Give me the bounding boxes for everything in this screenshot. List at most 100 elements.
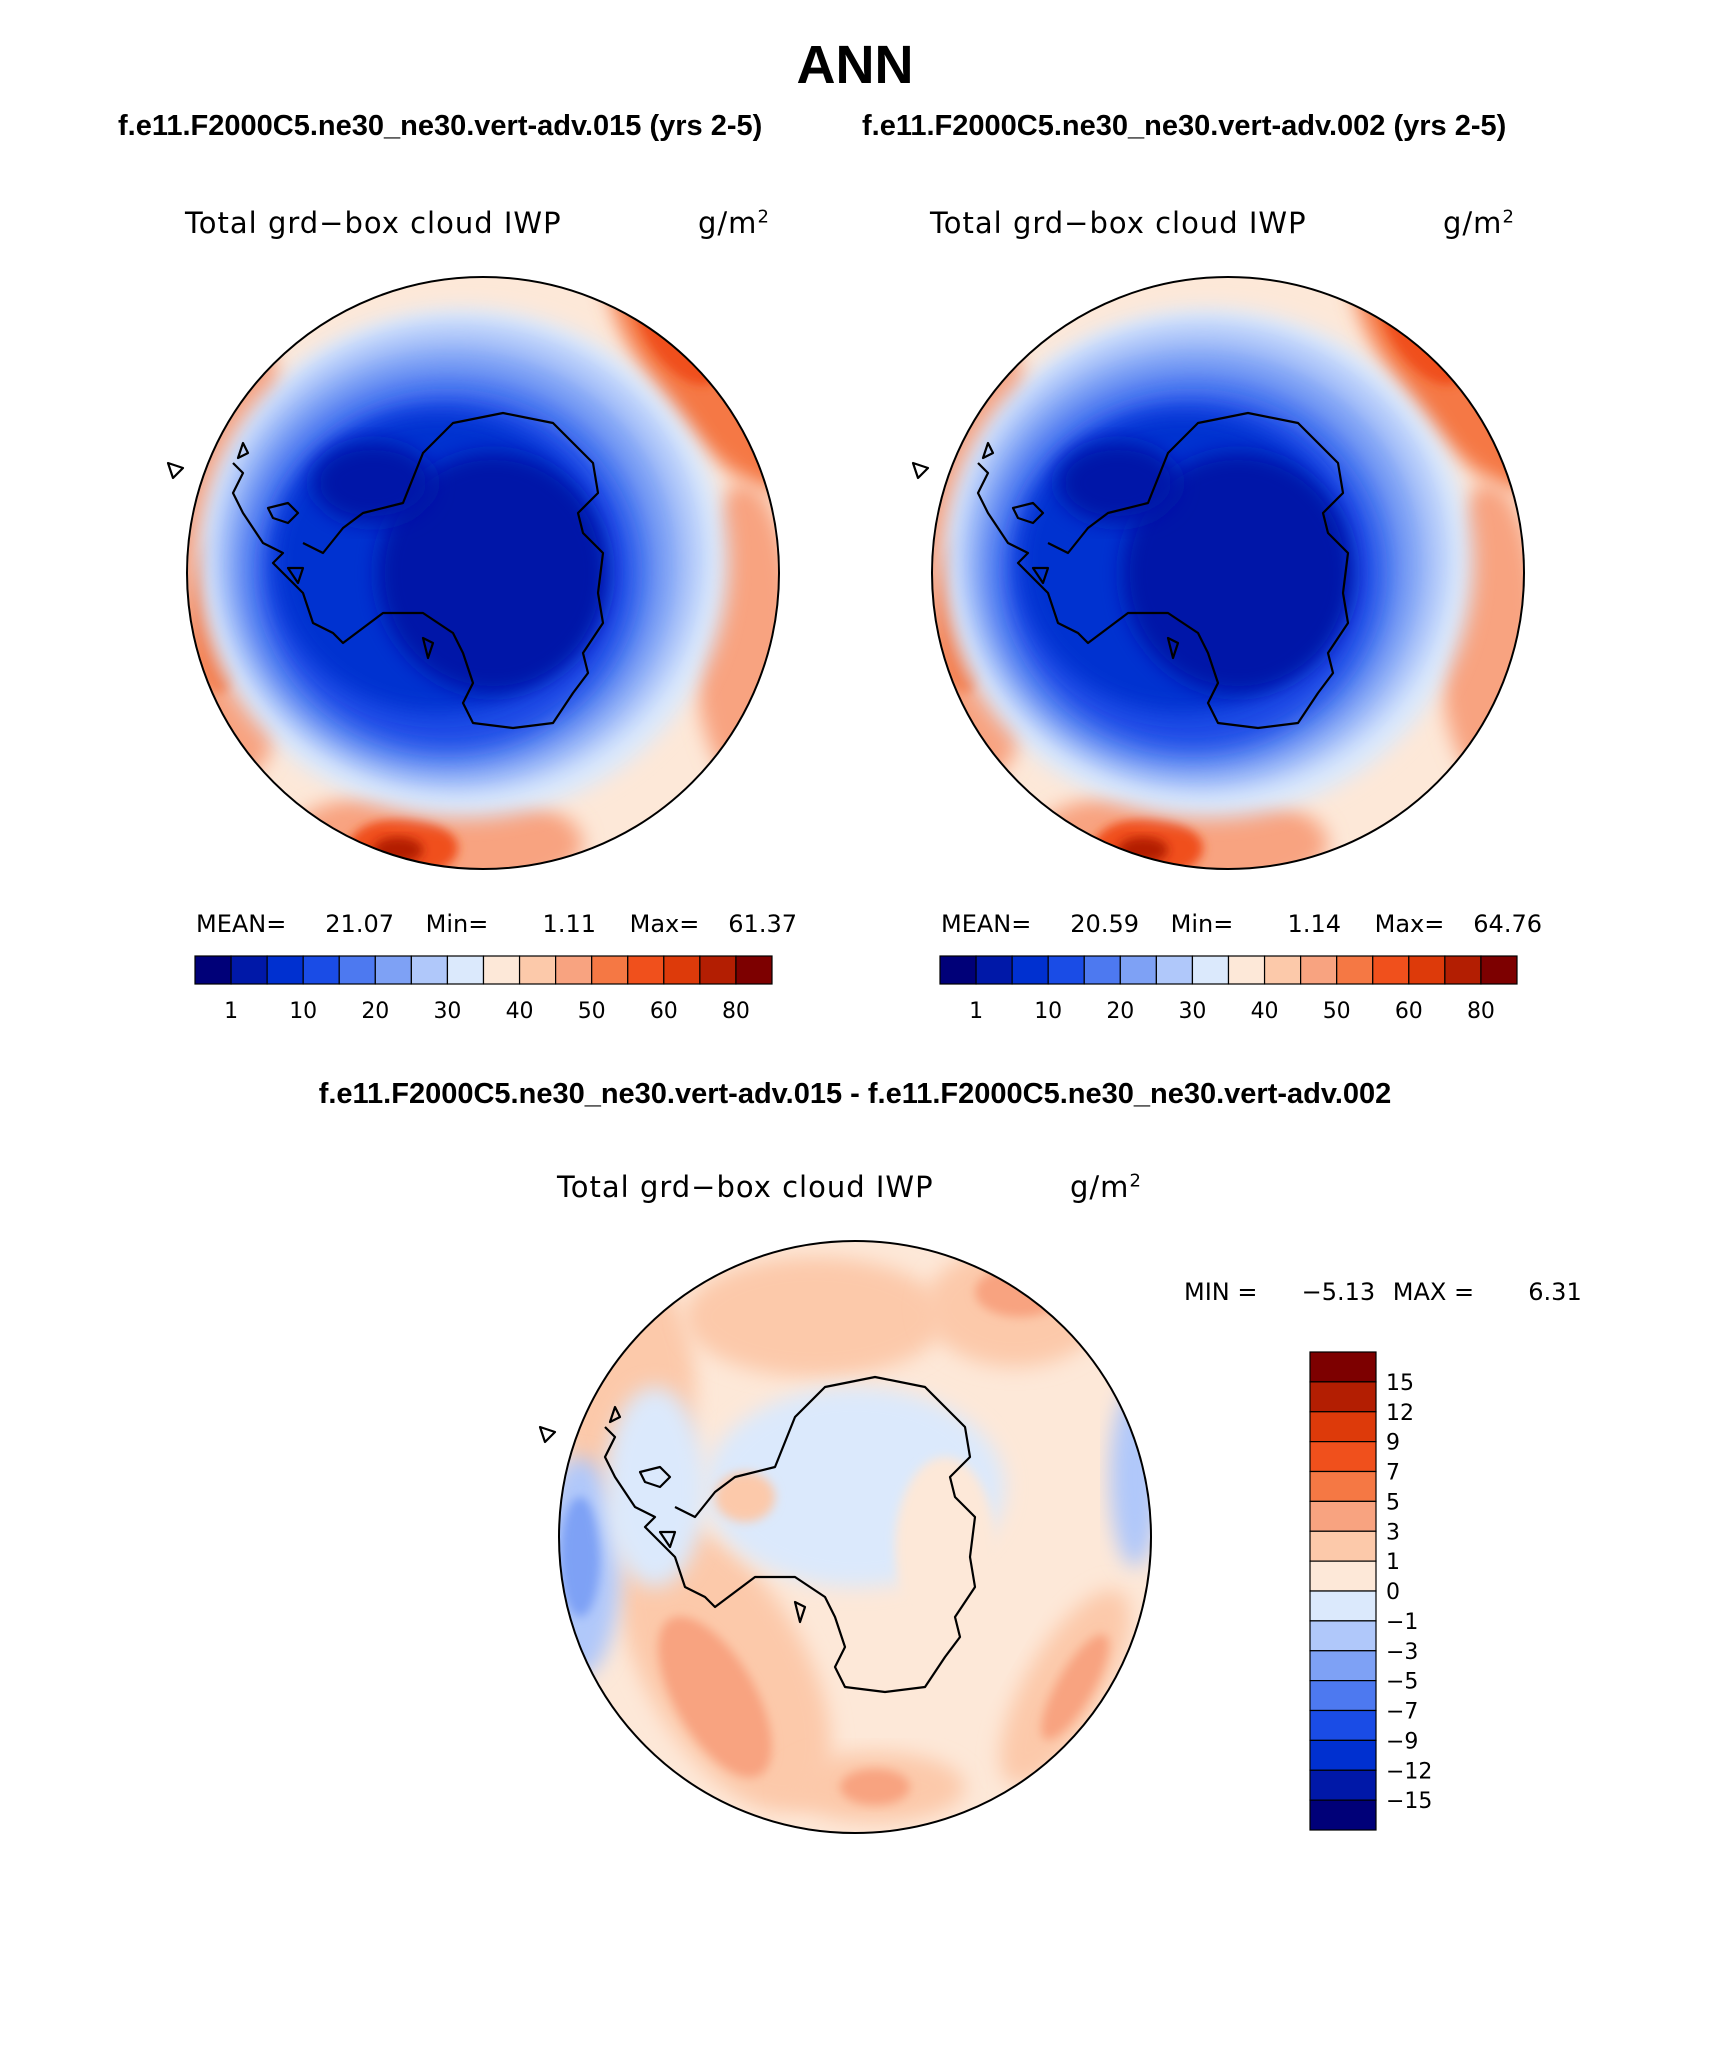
panel2-max-value: 64.76 — [1473, 910, 1542, 938]
case-title-left: f.e11.F2000C5.ne30_ne30.vert-adv.015 (yr… — [118, 110, 763, 142]
panel3-colorbar-tick-label: 12 — [1386, 1401, 1414, 1426]
panel1-colorbar-swatch — [591, 955, 629, 985]
panel3-map — [538, 1227, 1165, 1847]
panel3-units-label: g/m2 — [1070, 1170, 1142, 1204]
panel2-min-value: 1.14 — [1287, 910, 1341, 938]
panel2-colorbar-swatch — [975, 955, 1013, 985]
panel3-colorbar-swatch — [1309, 1680, 1377, 1712]
case-title-right: f.e11.F2000C5.ne30_ne30.vert-adv.002 (yr… — [862, 110, 1507, 142]
panel3-colorbar-tick-label: −15 — [1386, 1789, 1432, 1814]
panel3-map-border — [558, 1240, 1152, 1834]
panel3-colorbar-tick-label: 1 — [1386, 1550, 1400, 1575]
panel1-variable-label: Total grd−box cloud IWP — [185, 206, 562, 240]
panel2-colorbar-swatch — [1191, 955, 1230, 985]
panel3-colorbar-swatch — [1309, 1500, 1377, 1532]
panel1-colorbar-swatch — [338, 955, 376, 985]
panel3-colorbar-tick-label: 3 — [1386, 1520, 1400, 1545]
panel3-colorbar-swatch — [1309, 1769, 1377, 1801]
panel2-colorbar-swatch — [1263, 955, 1302, 985]
panel3-colorbar-tick-label: 15 — [1386, 1371, 1414, 1396]
panel3-colorbar-tick-label: 9 — [1386, 1431, 1400, 1456]
panel1-colorbar-tick-label: 80 — [722, 999, 750, 1024]
panel1-colorbar-swatch — [194, 955, 232, 985]
panel2-units-label: g/m2 — [1443, 206, 1515, 240]
panel1-max-label: Max= — [629, 910, 700, 938]
panel2-variable-label: Total grd−box cloud IWP — [930, 206, 1307, 240]
panel2-colorbar: 1 10 20 30 40 50 60 80 — [939, 955, 1518, 1024]
panel2-colorbar-swatch — [1119, 955, 1157, 985]
panel3-colorbar-swatch — [1309, 1530, 1377, 1562]
panel3-colorbar-swatch — [1309, 1650, 1377, 1682]
panel3-colorbar-tick-label: 5 — [1386, 1490, 1400, 1515]
panel1-mean-value: 21.07 — [325, 910, 394, 938]
panel1-colorbar-swatch — [374, 955, 412, 985]
panel1-colorbar: 1 10 20 30 40 50 60 80 — [194, 955, 773, 1024]
panel2-map — [903, 209, 1579, 898]
page-title: ANN — [796, 35, 914, 95]
panel2-colorbar-tick-label: 1 — [969, 999, 983, 1024]
panel1-colorbar-swatch — [266, 955, 304, 985]
panel3-colorbar-tick-label: −1 — [1386, 1610, 1418, 1635]
panel2-colorbar-swatch — [1155, 955, 1194, 985]
panel3-colorbar-swatch — [1309, 1709, 1377, 1741]
panel2-colorbar-swatch — [1480, 955, 1518, 985]
panel1-units-label: g/m2 — [698, 206, 770, 240]
panel3-colorbar-swatch — [1309, 1381, 1377, 1413]
panel1-colorbar-swatch — [410, 955, 449, 985]
panel3-colorbar-swatch — [1309, 1620, 1377, 1652]
panel1-colorbar-tick-label: 50 — [578, 999, 606, 1024]
panel1-colorbar-swatch — [627, 955, 665, 985]
panel2-colorbar-tick-label: 60 — [1395, 999, 1423, 1024]
panel2-colorbar-tick-label: 40 — [1251, 999, 1279, 1024]
panel3-stats: MIN = −5.13 MAX = 6.31 — [1184, 1278, 1582, 1306]
panel2-colorbar-tick-label: 30 — [1178, 999, 1206, 1024]
panel1-mean-label: MEAN= — [196, 910, 287, 938]
panel2-colorbar-tick-label: 50 — [1323, 999, 1351, 1024]
panel1-stats: MEAN= 21.07 Min= 1.11 Max= 61.37 — [196, 910, 797, 938]
panel3-colorbar-tick-label: 0 — [1386, 1580, 1400, 1605]
panel3-colorbar-swatch — [1309, 1739, 1377, 1771]
panel3-contour-field — [540, 1227, 1165, 1847]
panel2-colorbar-swatch — [1047, 955, 1085, 985]
panel1-colorbar-swatch — [735, 955, 773, 985]
panel2-colorbar-swatch — [1227, 955, 1266, 985]
panel3-max-value: 6.31 — [1528, 1278, 1582, 1306]
panel1-colorbar-tick-label: 30 — [433, 999, 461, 1024]
panel2-colorbar-tick-label: 10 — [1034, 999, 1062, 1024]
panel2-colorbar-swatch — [1011, 955, 1049, 985]
panel3-colorbar-tick-label: −3 — [1386, 1640, 1418, 1665]
panel1-colorbar-swatch — [518, 955, 557, 985]
panel2-max-label: Max= — [1374, 910, 1445, 938]
panel3-colorbar-tick-label: 7 — [1386, 1461, 1400, 1486]
panel2-mean-value: 20.59 — [1070, 910, 1139, 938]
panel1-colorbar-swatch — [302, 955, 340, 985]
panel2-colorbar-tick-label: 20 — [1106, 999, 1134, 1024]
panel2-colorbar-swatch — [939, 955, 977, 985]
panel1-contour-field — [158, 209, 834, 898]
panel3-min-value: −5.13 — [1301, 1278, 1376, 1306]
panel1-colorbar-tick-label: 40 — [506, 999, 534, 1024]
panel3-colorbar-swatch — [1309, 1799, 1377, 1831]
panel1-colorbar-tick-label: 20 — [361, 999, 389, 1024]
panel1-colorbar-swatch — [663, 955, 701, 985]
panel1-colorbar-swatch — [555, 955, 593, 985]
panel2-colorbar-swatch — [1372, 955, 1410, 985]
panel1-colorbar-swatch — [482, 955, 521, 985]
panel3-max-label: MAX = — [1392, 1278, 1475, 1306]
panel3-colorbar-tick-label: −12 — [1386, 1759, 1432, 1784]
panel1-colorbar-tick-label: 1 — [224, 999, 238, 1024]
panel2-colorbar-swatch — [1083, 955, 1121, 985]
panel3-colorbar: 15 12 9 7 5 3 1 0 −1 −3 −5 −7 −9 −12 −15 — [1309, 1351, 1432, 1831]
panel1-colorbar-swatch — [446, 955, 485, 985]
panel2-colorbar-swatch — [1444, 955, 1482, 985]
panel1-map — [158, 209, 834, 898]
panel2-contour-field — [903, 209, 1579, 898]
difference-title: f.e11.F2000C5.ne30_ne30.vert-adv.015 - f… — [318, 1078, 1392, 1110]
panel3-colorbar-swatch — [1309, 1441, 1377, 1473]
panel3-colorbar-tick-label: −7 — [1386, 1700, 1418, 1725]
panel2-map-border — [931, 276, 1525, 870]
panel2-stats: MEAN= 20.59 Min= 1.14 Max= 64.76 — [941, 910, 1542, 938]
panel3-min-label: MIN = — [1184, 1278, 1258, 1306]
panel1-map-border — [186, 276, 780, 870]
